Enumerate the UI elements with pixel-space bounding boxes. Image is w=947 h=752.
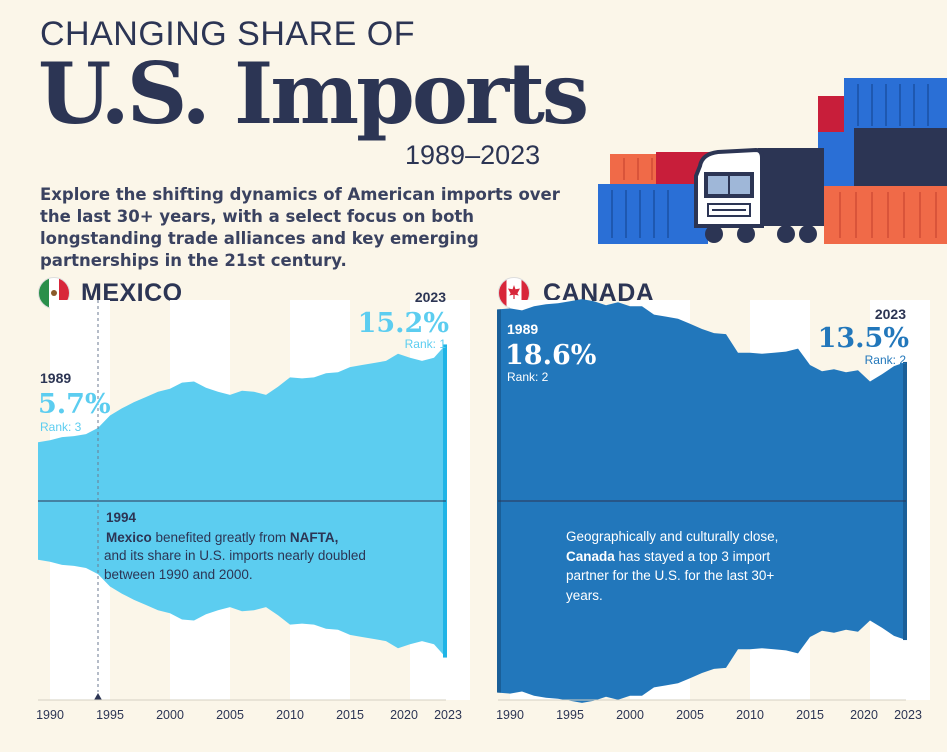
x-tick-label: 2005 bbox=[216, 708, 244, 722]
kicker-title: CHANGING SHARE OF bbox=[40, 15, 415, 53]
mexico-end-value: 15.2% bbox=[358, 308, 449, 339]
mexico-end-year: 2023 bbox=[415, 290, 446, 305]
nafta-marker-arrow bbox=[94, 693, 102, 700]
intro-text: Explore the shifting dynamics of America… bbox=[40, 185, 560, 270]
x-tick-label: 1990 bbox=[36, 708, 64, 722]
x-tick-label: 2015 bbox=[336, 708, 364, 722]
truck-illustration bbox=[598, 78, 947, 244]
shipping-container-icon bbox=[598, 78, 947, 244]
mexico-start-rank: Rank: 3 bbox=[40, 420, 82, 434]
truck-icon bbox=[694, 147, 824, 243]
canada-start-rank: Rank: 2 bbox=[507, 370, 549, 384]
x-tick-label: 2023 bbox=[894, 708, 922, 722]
x-tick-label: 2023 bbox=[434, 708, 462, 722]
canada-start-year: 1989 bbox=[507, 321, 538, 337]
x-tick-label: 2000 bbox=[156, 708, 184, 722]
x-tick-label: 2020 bbox=[850, 708, 878, 722]
canada-end-year: 2023 bbox=[875, 306, 906, 322]
x-tick-label: 2020 bbox=[390, 708, 418, 722]
canada-area-chart: 1990 1995 2000 2005 2010 2015 2020 2023 1989 18… bbox=[496, 299, 930, 722]
mexico-start-value: 5.7% bbox=[38, 389, 111, 420]
mexico-annotation-line1: Mexico benefited greatly from NAFTA, bbox=[106, 530, 338, 545]
x-tick-label: 2005 bbox=[676, 708, 704, 722]
canada-start-value: 18.6% bbox=[505, 340, 596, 371]
main-title: U.S. Imports bbox=[38, 44, 589, 143]
x-tick-label: 2000 bbox=[616, 708, 644, 722]
mexico-annotation-line2: and its share in U.S. imports nearly dou… bbox=[104, 548, 366, 582]
mexico-annotation-year: 1994 bbox=[106, 510, 137, 525]
canada-end-value: 13.5% bbox=[818, 323, 909, 354]
mexico-end-rank: Rank: 1 bbox=[405, 337, 447, 351]
mexico-area-chart: 1990 1995 2000 2005 2010 2015 2020 2023 1989 5.… bbox=[36, 290, 470, 722]
x-tick-label: 2015 bbox=[796, 708, 824, 722]
x-tick-label: 2010 bbox=[276, 708, 304, 722]
x-tick-label: 1995 bbox=[96, 708, 124, 722]
mexico-start-year: 1989 bbox=[40, 370, 71, 386]
year-range: 1989–2023 bbox=[405, 140, 541, 170]
x-tick-label: 2010 bbox=[736, 708, 764, 722]
canada-end-rank: Rank: 2 bbox=[865, 353, 907, 367]
canada-annotation: Geographically and culturally close, Can… bbox=[566, 529, 779, 603]
x-tick-label: 1990 bbox=[496, 708, 524, 722]
x-tick-label: 1995 bbox=[556, 708, 584, 722]
